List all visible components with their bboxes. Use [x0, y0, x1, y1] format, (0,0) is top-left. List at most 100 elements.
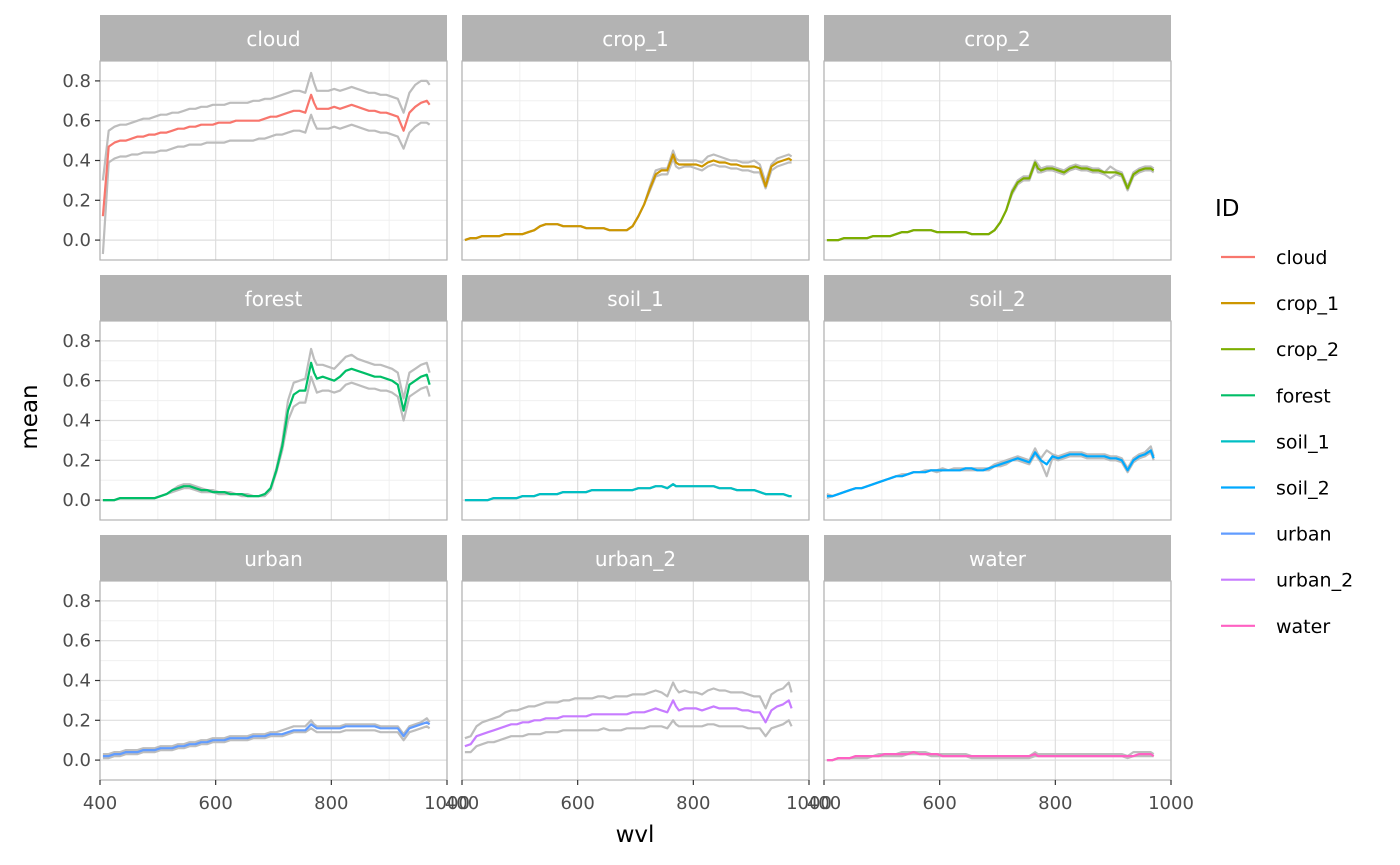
facet-strip-label: cloud [246, 27, 300, 51]
panel-border [461, 320, 810, 521]
facet-strip [100, 15, 447, 61]
axes: 0.0 0.2 0.4 0.6 0.8 0.0 0.2 0.4 0.6 0.8 0.0 0.2 0.4 0… [62, 71, 1194, 814]
legend-label: crop_1 [1276, 293, 1339, 315]
legend-item-urban_2: urban_2 [1221, 570, 1353, 592]
mean-line-soil_2 [826, 449, 1155, 498]
panel-border [823, 60, 1172, 261]
lower-bound-line-urban_2 [464, 719, 793, 754]
upper-bound-line-urban [102, 717, 431, 756]
y-tick-label: 0.4 [62, 411, 91, 432]
facet-panel-crop_2: crop_2 [823, 15, 1172, 261]
legend-label: urban_2 [1276, 570, 1353, 592]
y-tick-label: 0.0 [62, 490, 91, 511]
upper-bound-line-urban_2 [464, 681, 793, 740]
mean-line-cloud [101, 93, 431, 217]
facet-strip [824, 275, 1171, 321]
mean-line-water [826, 750, 1155, 762]
facet-panel-water: water [823, 535, 1172, 781]
legend-label: urban [1276, 524, 1332, 546]
legend-item-soil_2: soil_2 [1221, 478, 1330, 500]
facet-strip [100, 275, 447, 321]
panel-border [461, 60, 810, 261]
facet-strip [824, 15, 1171, 61]
x-tick-label: 1000 [1148, 793, 1194, 814]
facet-panel-urban: urban [99, 535, 448, 781]
panel-border [461, 580, 810, 781]
mean-line-crop_1 [464, 153, 793, 242]
upper-bound-line-cloud [101, 71, 431, 181]
facet-strip-label: soil_2 [969, 287, 1026, 311]
legend-label: water [1276, 616, 1330, 638]
legend-item-cloud: cloud [1221, 247, 1327, 269]
facet-panel-soil_2: soil_2 [823, 275, 1172, 521]
legend-label: crop_2 [1276, 339, 1339, 361]
legend-label: forest [1276, 385, 1331, 407]
facet-strip [100, 535, 447, 581]
y-tick-label: 0.2 [62, 190, 91, 211]
y-tick-label: 0.4 [62, 151, 91, 172]
facet-panel-crop_1: crop_1 [461, 15, 810, 261]
legend-label: soil_1 [1276, 431, 1330, 453]
x-tick-label: 1000 [786, 793, 832, 814]
y-tick-label: 0.8 [62, 331, 91, 352]
facet-strip-label: water [969, 547, 1027, 571]
facet-strip-label: soil_1 [607, 287, 664, 311]
facet-panel-cloud: cloud [99, 15, 448, 261]
lower-bound-line-cloud [101, 113, 431, 255]
x-tick-label: 800 [676, 793, 710, 814]
legend-item-crop_2: crop_2 [1221, 339, 1339, 361]
legend-item-forest: forest [1221, 385, 1331, 407]
y-tick-label: 0.8 [62, 71, 91, 92]
facet-strip-label: crop_1 [602, 27, 668, 51]
x-tick-label: 600 [922, 793, 956, 814]
mean-line-urban [102, 721, 431, 758]
legend-title: ID [1215, 196, 1240, 222]
panel-border [823, 580, 1172, 781]
panel-border [823, 320, 1172, 521]
x-tick-label: 600 [560, 793, 594, 814]
legend-label: cloud [1276, 247, 1327, 269]
facet-panel-forest: forest [99, 275, 448, 521]
x-tick-label: 400 [807, 793, 841, 814]
facet-strip-label: forest [245, 287, 303, 311]
facet-panel-urban_2: urban_2 [461, 535, 810, 781]
x-tick-label: 600 [198, 793, 232, 814]
x-tick-label: 400 [445, 793, 479, 814]
legend-item-water: water [1221, 616, 1330, 638]
y-tick-label: 0.4 [62, 671, 91, 692]
lower-bound-line-urban [102, 725, 431, 760]
y-tick-label: 0.2 [62, 450, 91, 471]
y-tick-label: 0.2 [62, 710, 91, 731]
y-tick-label: 0.6 [62, 371, 91, 392]
y-tick-label: 0.6 [62, 631, 91, 652]
mean-line-soil_1 [464, 483, 792, 502]
mean-line-urban_2 [464, 699, 793, 748]
y-tick-label: 0.0 [62, 230, 91, 251]
y-tick-label: 0.8 [62, 591, 91, 612]
legend-item-crop_1: crop_1 [1221, 293, 1339, 315]
legend-item-soil_1: soil_1 [1221, 431, 1330, 453]
facet-strip-label: urban_2 [595, 547, 676, 571]
facet-strip [824, 535, 1171, 581]
legend-item-urban: urban [1221, 524, 1332, 546]
mean-line-crop_2 [826, 161, 1155, 242]
y-tick-label: 0.6 [62, 111, 91, 132]
x-tick-label: 400 [83, 793, 117, 814]
legend-label: soil_2 [1276, 478, 1330, 500]
x-axis-title: wvl [616, 822, 655, 848]
facet-strip [462, 535, 809, 581]
facet-strip [462, 15, 809, 61]
facet-strip-label: crop_2 [964, 27, 1030, 51]
facet-strip-label: urban [244, 547, 303, 571]
facet-panel-soil_1: soil_1 [461, 275, 810, 521]
x-tick-label: 800 [1038, 793, 1072, 814]
x-tick-label: 800 [314, 793, 348, 814]
x-tick-label: 1000 [424, 793, 470, 814]
y-tick-label: 0.0 [62, 750, 91, 771]
facet-strip [462, 275, 809, 321]
mean-line-forest [102, 361, 431, 502]
y-axis-title: mean [17, 384, 43, 449]
